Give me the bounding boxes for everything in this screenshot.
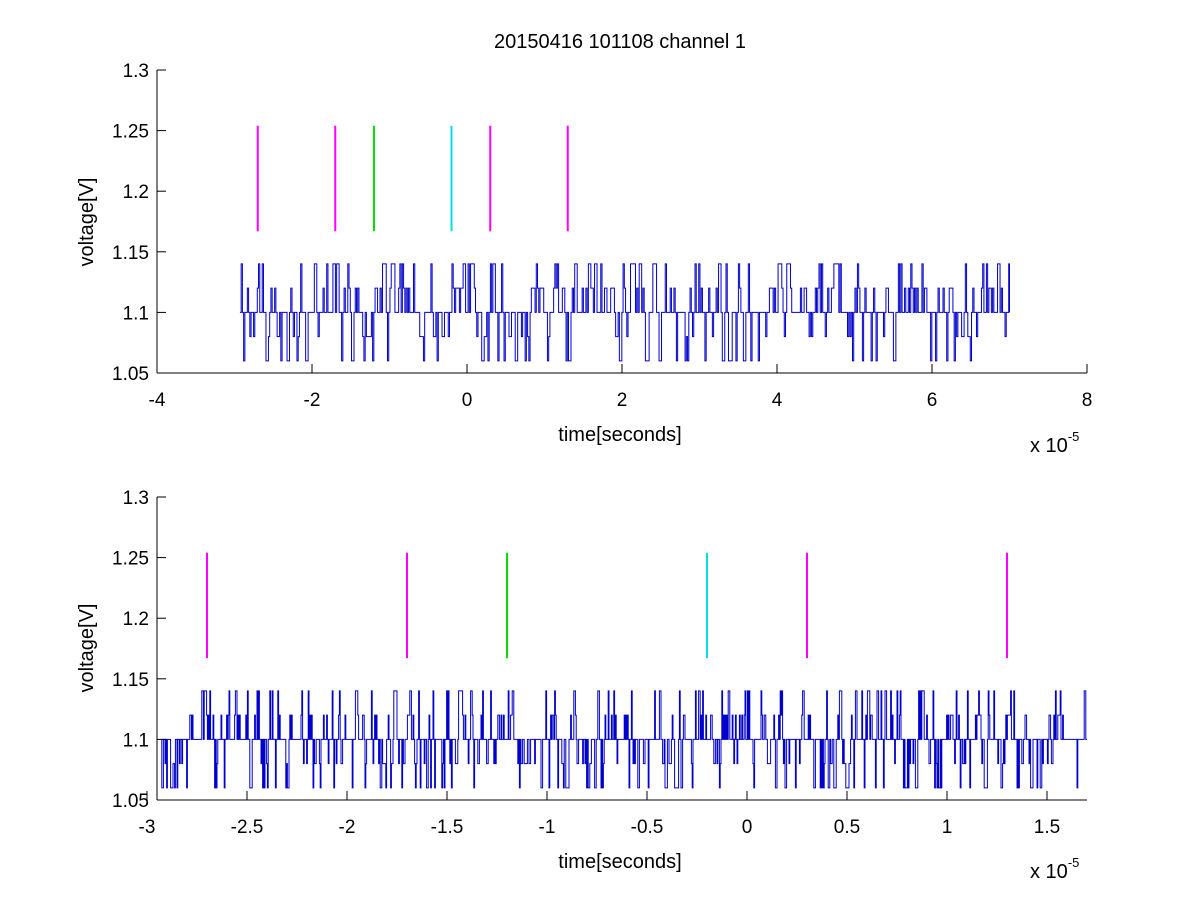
bottom-plot-ytick-label: 1.25 <box>112 549 149 570</box>
bottom-plot-ytick-label: 1.3 <box>123 488 149 509</box>
top-plot-xtick-label: 4 <box>772 390 783 411</box>
bottom-plot-xtick-label: -2.5 <box>231 817 264 838</box>
bottom-plot-ylabel: voltage[V] <box>76 604 98 693</box>
top-plot-exponent-base: x 10 <box>1030 435 1068 457</box>
bottom-plot-signal-line <box>161 690 1087 789</box>
bottom-plot-xtick-label: 1.5 <box>1034 817 1060 838</box>
top-plot-exponent: x 10-5 <box>1030 429 1079 457</box>
bottom-plot-xtick-label: -1.5 <box>431 817 464 838</box>
bottom-plot-xlabel: time[seconds] <box>558 851 681 873</box>
bottom-plot-xtick-label: 0.5 <box>834 817 860 838</box>
top-plot-exponent-power: -5 <box>1068 429 1080 444</box>
bottom-plot-xtick-label: -0.5 <box>631 817 664 838</box>
top-plot-xtick-label: -4 <box>149 390 166 411</box>
bottom-plot-exponent-base: x 10 <box>1030 861 1068 883</box>
bottom-plot-ytick-label: 1.1 <box>123 730 149 751</box>
top-plot-xtick-label: 6 <box>927 390 938 411</box>
top-plot-xtick-label: 8 <box>1082 390 1093 411</box>
top-plot-ytick-label: 1.15 <box>112 243 149 264</box>
top-plot: -4 -2 0 2 4 6 8 1.05 1.1 1.15 1.2 1.25 1.3 time[seco… <box>76 61 1092 457</box>
bottom-plot-ytick-label: 1.05 <box>112 791 149 812</box>
bottom-plot-ytick-label: 1.2 <box>123 609 149 630</box>
top-plot-ytick-label: 1.1 <box>123 303 149 324</box>
top-plot-xtick-label: -2 <box>304 390 321 411</box>
figure-title: 20150416 101108 channel 1 <box>494 31 746 53</box>
bottom-plot: -3 -2.5 -2 -1.5 -1 -0.5 0 0.5 1 1.5 1.05 1.1 1.15 1.2… <box>76 488 1087 883</box>
bottom-plot-xtick-label: 0 <box>742 817 753 838</box>
top-plot-ytick-label: 1.05 <box>112 364 149 385</box>
bottom-plot-xtick-label: -3 <box>139 817 156 838</box>
bottom-plot-ytick-label: 1.15 <box>112 670 149 691</box>
bottom-plot-exponent-power: -5 <box>1068 855 1080 870</box>
top-plot-ytick-label: 1.3 <box>123 61 149 82</box>
bottom-plot-exponent: x 10-5 <box>1030 855 1079 883</box>
top-plot-ytick-label: 1.2 <box>123 182 149 203</box>
top-plot-ylabel: voltage[V] <box>76 178 98 267</box>
top-plot-signal-line <box>239 263 1010 362</box>
bottom-plot-xtick-label: -1 <box>539 817 556 838</box>
bottom-plot-xtick-label: -2 <box>339 817 356 838</box>
top-plot-xlabel: time[seconds] <box>558 424 681 446</box>
top-plot-xtick-label: 2 <box>617 390 628 411</box>
bottom-plot-xtick-label: 1 <box>942 817 953 838</box>
top-plot-ytick-label: 1.25 <box>112 122 149 143</box>
top-plot-xtick-label: 0 <box>462 390 473 411</box>
